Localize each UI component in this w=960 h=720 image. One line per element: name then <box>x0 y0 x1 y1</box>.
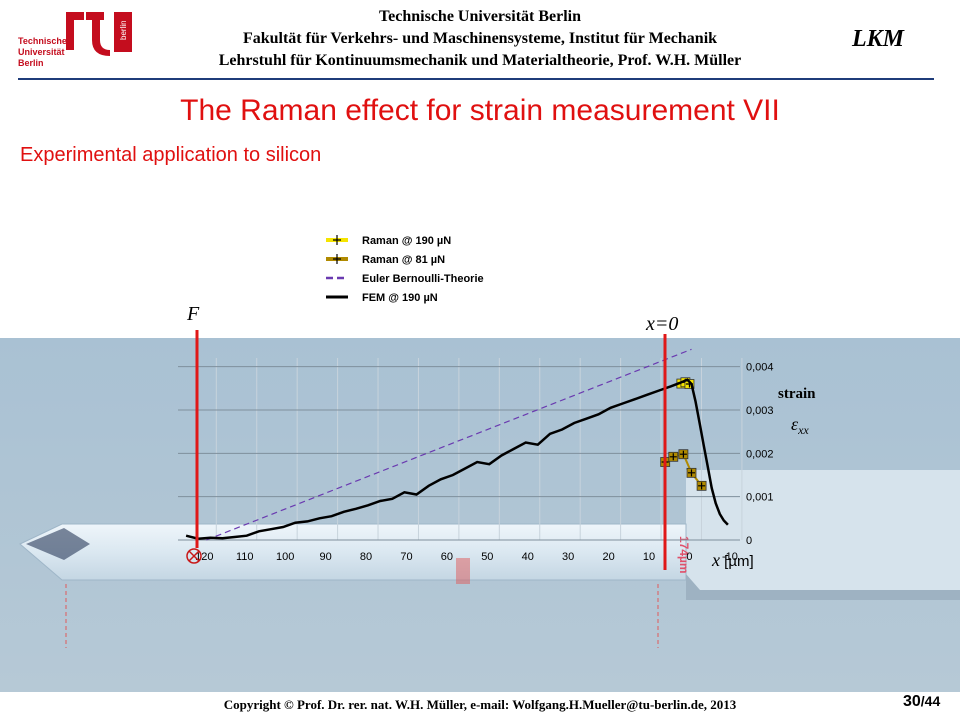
legend-label-0: Raman @ 190 µN <box>362 235 451 247</box>
y-axis-symbol: εxx <box>791 414 809 437</box>
x-tick-label-3: 90 <box>319 551 331 563</box>
header-chair: Lehrstuhl für Kontinuumsmechanik und Mat… <box>218 52 742 69</box>
series-line-2 <box>206 348 692 541</box>
series-1-cross-2 <box>679 450 687 458</box>
page-total: /44 <box>920 693 941 709</box>
y-axis-epsilon: ε <box>791 414 799 434</box>
series-1-cross-4 <box>698 482 706 490</box>
header-divider <box>18 78 934 80</box>
legend-label-3: FEM @ 190 µN <box>362 292 438 304</box>
y-tick-label-1: 0,001 <box>746 492 774 504</box>
logo-text-2: Universität <box>18 47 65 57</box>
chart-series <box>185 348 729 541</box>
y-axis-subscript: xx <box>797 423 809 437</box>
series-line-3 <box>185 378 729 540</box>
y-tick-label-0: 0 <box>746 535 752 547</box>
x-tick-label-6: 60 <box>441 551 453 563</box>
logo-text-1: Technische <box>18 36 67 46</box>
x-tick-label-5: 70 <box>400 551 412 563</box>
y-tick-label-2: 0,002 <box>746 448 774 460</box>
photo-dimension-label: 174µm <box>677 536 691 574</box>
logo-text-3: Berlin <box>18 58 44 68</box>
page-number: 30/44 <box>903 693 940 711</box>
y-tick-label-4: 0,004 <box>746 362 774 374</box>
legend-marker-0 <box>333 235 341 245</box>
legend-label-2: Euler Bernoulli-Theorie <box>362 273 484 285</box>
support-symbol <box>186 548 202 564</box>
force-label: F <box>186 303 200 325</box>
chart-legend: Raman @ 190 µN Raman @ 81 µN Euler Bernoul… <box>326 235 484 304</box>
legend-marker-1 <box>333 254 341 264</box>
tu-berlin-logo: berlin Technische Universität Berlin <box>18 12 132 68</box>
x-tick-label-12: 0 <box>686 551 692 563</box>
y-axis-name: strain <box>778 386 816 402</box>
logo-side-text: berlin <box>119 20 128 40</box>
series-1-cross-3 <box>687 469 695 477</box>
y-tick-label-3: 0,003 <box>746 405 774 417</box>
footer-copyright: Copyright © Prof. Dr. rer. nat. W.H. Mül… <box>223 697 737 712</box>
slide-title: The Raman effect for strain measurement … <box>180 94 780 127</box>
header-university: Technische Universität Berlin <box>378 8 582 25</box>
support-cross-2 <box>188 550 200 562</box>
x-tick-label-11: 10 <box>643 551 655 563</box>
x-tick-label-2: 100 <box>276 551 294 563</box>
x-tick-label-9: 30 <box>562 551 574 563</box>
x-axis-unit: [µm] <box>720 553 754 570</box>
cantilever-photo: 174µm <box>0 338 960 692</box>
x-tick-label-7: 50 <box>481 551 493 563</box>
series-1-cross-1 <box>669 453 677 461</box>
slide-subtitle: Experimental application to silicon <box>20 144 322 166</box>
strain-chart: 120 110 100 90 80 70 60 50 40 30 20 10 0 -1000,0010,0… <box>178 235 816 570</box>
origin-label: x=0 <box>645 313 678 335</box>
header-faculty: Fakultät für Verkehrs- und Maschinensyst… <box>242 30 718 47</box>
lkm-logo: LKM <box>852 26 905 52</box>
legend-label-1: Raman @ 81 µN <box>362 254 445 266</box>
x-axis-label: x [µm] <box>711 550 754 570</box>
x-axis-symbol: x <box>711 550 720 570</box>
x-tick-label-10: 20 <box>602 551 614 563</box>
x-tick-label-4: 80 <box>360 551 372 563</box>
x-tick-label-13: -10 <box>722 551 738 563</box>
x-tick-label-1: 110 <box>236 551 254 563</box>
chart-grid <box>178 358 743 541</box>
page-current: 30 <box>903 693 921 710</box>
x-tick-label-8: 40 <box>522 551 534 563</box>
